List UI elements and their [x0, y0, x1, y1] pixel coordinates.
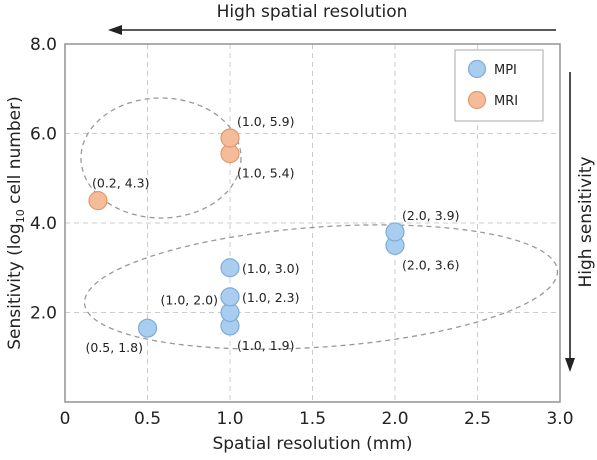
sensitivity-arrow-head	[565, 358, 575, 372]
x-tick-label: 2.0	[381, 409, 408, 429]
spatial-resolution-arrow-label: High spatial resolution	[217, 2, 408, 22]
spatial-resolution-arrow-head	[108, 25, 122, 35]
mpi-point-label: (1.0, 1.9)	[237, 338, 294, 353]
y-tick-label: 2.0	[30, 304, 57, 324]
legend-mri-marker	[467, 90, 487, 110]
grid-lines	[65, 44, 560, 402]
mpi-data-point	[385, 222, 405, 242]
mpi-point-label: (2.0, 3.6)	[402, 257, 459, 272]
mpi-point-label: (2.0, 3.9)	[402, 208, 459, 223]
mpi-point-label: (1.0, 3.0)	[242, 261, 299, 276]
mpi-point-label: (1.0, 2.3)	[242, 290, 299, 305]
x-tick-label: 2.5	[464, 409, 491, 429]
x-tick-label: 0.5	[134, 409, 161, 429]
y-axis-ticks: 2.0 4.0 6.0 8.0	[30, 35, 57, 324]
y-tick-label: 8.0	[30, 35, 57, 55]
x-tick-label: 1.5	[299, 409, 326, 429]
mri-point-label: (0.2, 4.3)	[92, 176, 149, 191]
mri-point-label: (1.0, 5.9)	[237, 114, 294, 129]
x-tick-label: 1.0	[216, 409, 243, 429]
mpi-data-point	[220, 258, 240, 278]
data-points	[88, 128, 405, 338]
y-axis-title: Sensitivity (log10 cell number)	[5, 96, 27, 350]
sensitivity-arrow: High sensitivity	[565, 72, 596, 372]
legend: MPI MRI	[454, 49, 544, 122]
legend-mpi-marker	[467, 59, 487, 79]
mri-cluster-ellipse	[80, 97, 242, 219]
x-axis-ticks: 0 0.5 1.0 1.5 2.0 2.5 3.0	[60, 409, 574, 429]
point-labels: (0.5, 1.8) (1.0, 1.9) (1.0, 2.0) (1.0, 2.3)…	[86, 114, 460, 355]
mri-data-point	[220, 128, 240, 148]
mpi-data-point	[137, 318, 158, 338]
mri-point-label: (1.0, 5.4)	[237, 166, 294, 181]
mpi-data-point	[220, 287, 240, 307]
mpi-point-label: (0.5, 1.8)	[86, 340, 143, 355]
cluster-ellipses	[80, 97, 559, 350]
mri-data-point	[88, 191, 108, 211]
y-tick-label: 6.0	[30, 125, 57, 145]
legend-mpi-label: MPI	[494, 63, 517, 78]
plot-area-frame	[64, 43, 561, 403]
mpi-cluster-ellipse	[83, 224, 559, 350]
x-tick-label: 0	[60, 409, 71, 429]
mpi-point-label: (1.0, 2.0)	[161, 293, 218, 308]
sensitivity-arrow-label: High sensitivity	[576, 156, 596, 287]
legend-mri-label: MRI	[494, 94, 518, 109]
y-tick-label: 4.0	[30, 214, 57, 234]
x-tick-label: 3.0	[546, 409, 573, 429]
y-axis-title-part1: Sensitivity (log	[5, 223, 25, 349]
y-axis-title-subscript: 10	[14, 209, 27, 223]
y-axis-title-part2: cell number)	[5, 96, 25, 209]
spatial-resolution-arrow: High spatial resolution	[108, 2, 556, 35]
x-axis-title: Spatial resolution (mm)	[212, 434, 412, 454]
legend-box	[454, 49, 544, 122]
